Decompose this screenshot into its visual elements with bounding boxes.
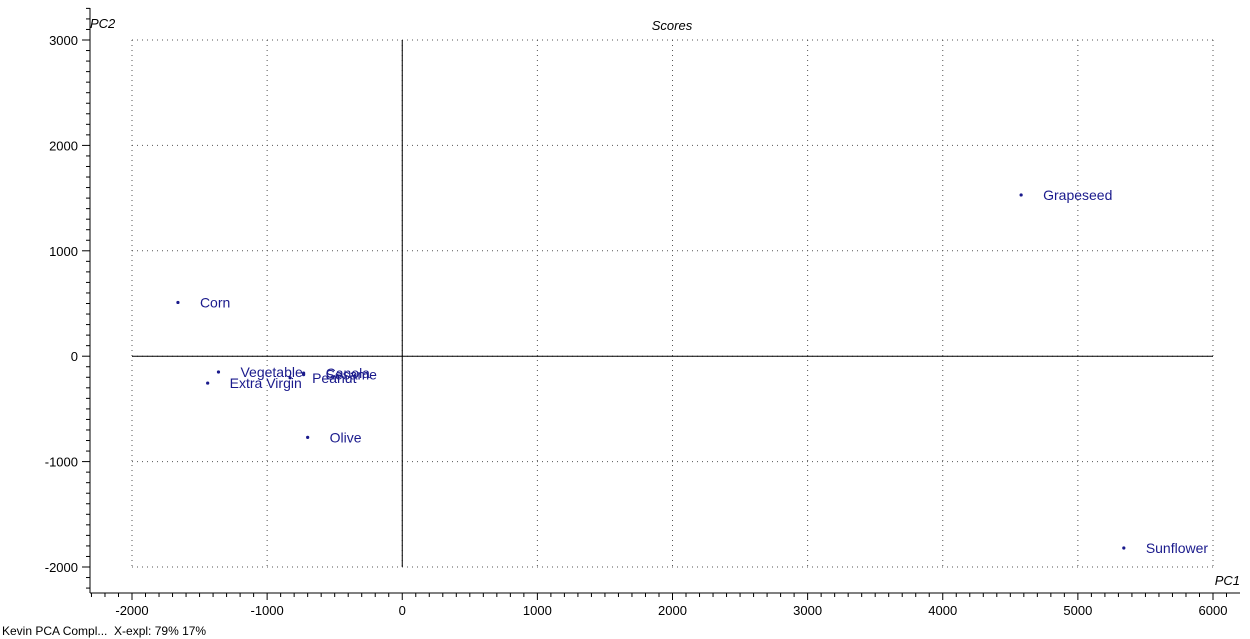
data-point: [176, 300, 180, 305]
y-tick-label: -1000: [45, 455, 78, 470]
data-point: [1122, 546, 1126, 550]
x-tick-label: 4000: [928, 603, 957, 618]
axis-ticks: -2000 -1000 0 1000 2000 3000 -2000 -1000 0 1000 20…: [45, 7, 1228, 618]
x-tick-label: 5000: [1063, 603, 1092, 618]
data-point-label: Olive: [330, 429, 362, 445]
data-point-label: Extra Virgin: [230, 375, 302, 391]
y-tick-label: -2000: [45, 560, 78, 575]
data-point-label: Vegetable: [240, 364, 302, 380]
data-point-label: Grapeseed: [1043, 187, 1112, 203]
status-footer: Kevin PCA Compl... X-expl: 79% 17%: [2, 624, 207, 638]
y-tick-label: 3000: [49, 33, 78, 48]
x-tick-label: 2000: [658, 603, 687, 618]
y-tick-label: 2000: [49, 138, 78, 153]
plot-frame: [89, 8, 1240, 594]
x-tick-label: 6000: [1199, 603, 1228, 618]
data-point: [302, 373, 306, 377]
y-tick-label: 0: [71, 349, 78, 364]
data-point-label: Corn: [200, 294, 230, 310]
x-axis-title: PC1: [1215, 573, 1240, 588]
data-point-label: Sunflower: [1146, 540, 1209, 556]
x-tick-label: -1000: [251, 603, 284, 618]
data-point: [1019, 193, 1023, 197]
data-point: [216, 370, 221, 374]
y-axis-title: PC2: [90, 16, 116, 31]
data-point: [206, 381, 210, 385]
data-points: Grapeseed Corn Vegetable CanolaSesamePeanut…: [176, 187, 1208, 556]
chart-title: Scores: [652, 18, 693, 33]
data-point-label: Sesame: [326, 367, 378, 383]
data-point: [306, 435, 310, 439]
x-tick-label: -2000: [115, 603, 148, 618]
data-point: [288, 376, 292, 380]
x-tick-label: 3000: [793, 603, 822, 618]
x-tick-label: 0: [399, 603, 406, 618]
x-tick-label: 1000: [523, 603, 552, 618]
y-tick-label: 1000: [49, 244, 78, 259]
data-point-label: Canola: [326, 365, 371, 381]
data-point-label: Peanut: [312, 370, 356, 386]
